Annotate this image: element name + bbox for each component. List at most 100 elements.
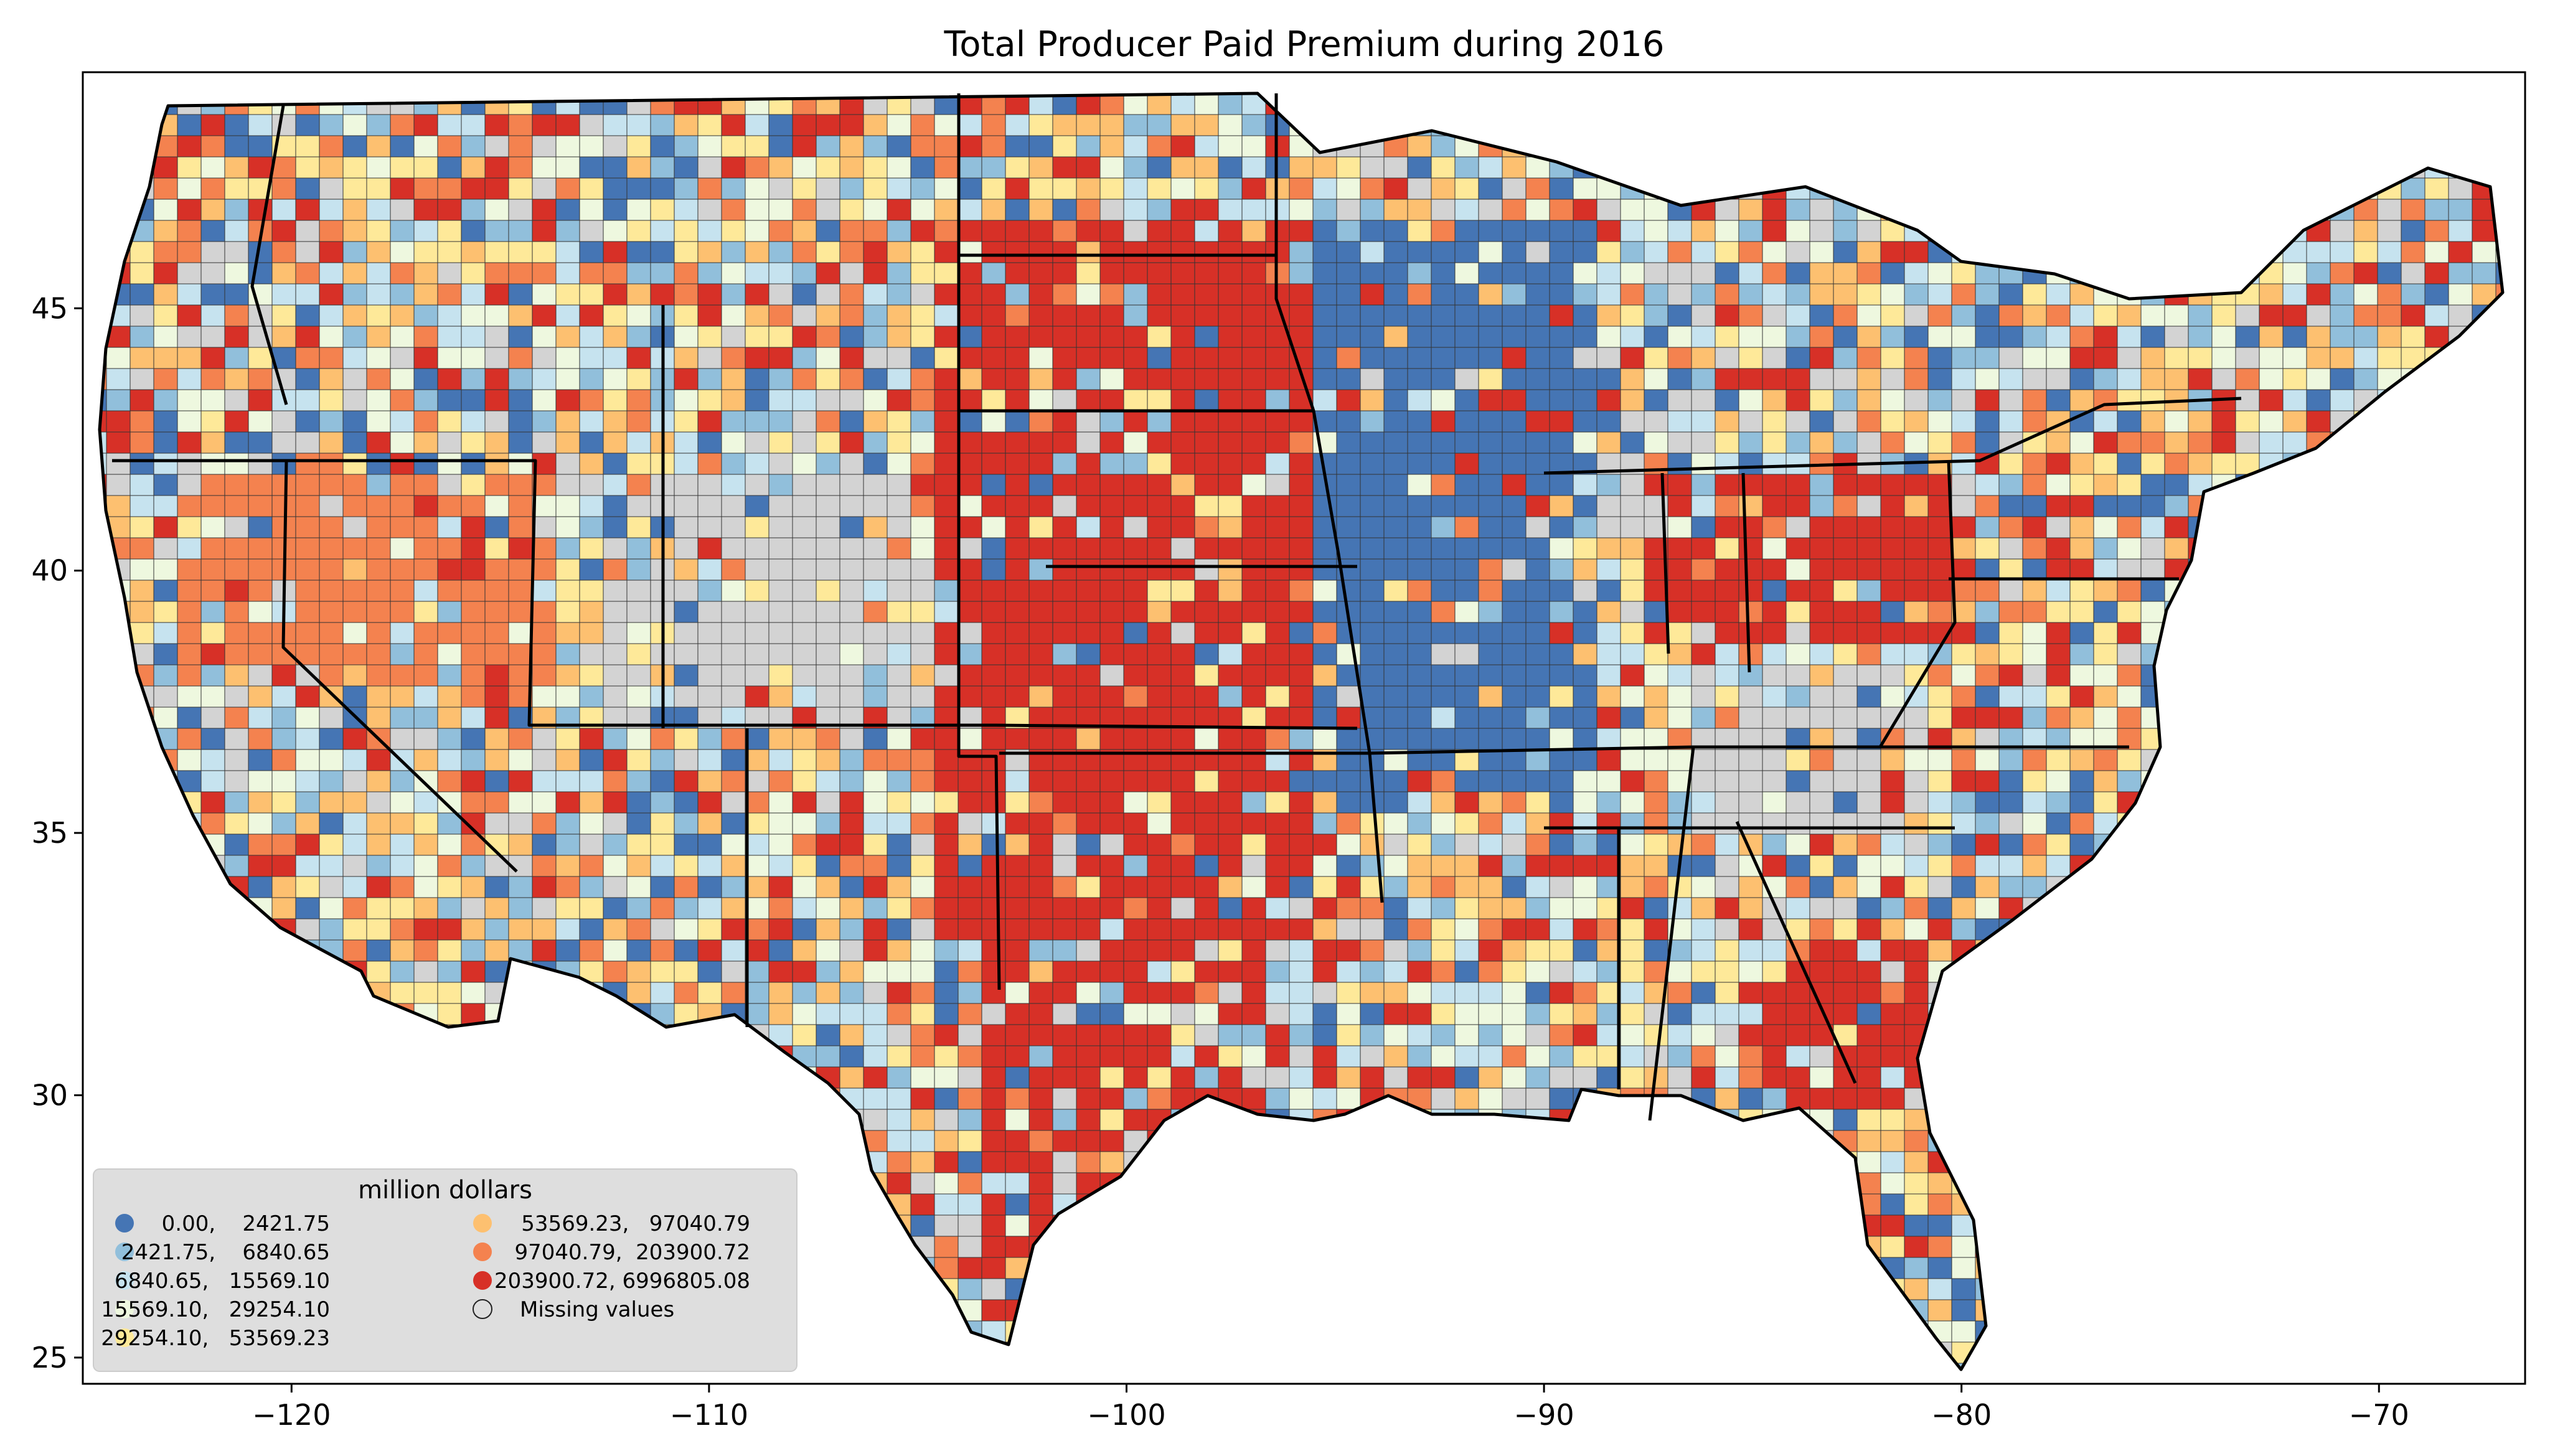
county-cell xyxy=(1028,643,1053,665)
county-cell xyxy=(224,368,249,390)
county-cell xyxy=(100,199,107,221)
county-cell xyxy=(1738,643,1763,665)
county-cell xyxy=(1691,643,1716,665)
county-cell xyxy=(555,791,580,814)
county-cell xyxy=(153,601,178,623)
county-cell xyxy=(1809,791,1834,814)
county-cell xyxy=(1738,707,1763,729)
county-cell xyxy=(177,114,202,136)
county-cell xyxy=(792,304,817,327)
county-cell xyxy=(129,326,154,348)
county-cell xyxy=(1975,410,2000,433)
county-cell xyxy=(2093,643,2118,665)
county-cell xyxy=(342,431,367,454)
county-cell xyxy=(887,93,911,94)
county-cell xyxy=(484,410,509,433)
county-cell xyxy=(1218,537,1243,560)
county-cell xyxy=(1809,241,1834,263)
county-cell xyxy=(2093,537,2118,560)
county-cell xyxy=(2472,982,2496,1004)
county-cell xyxy=(603,601,628,623)
county-cell xyxy=(934,453,959,475)
county-cell xyxy=(555,326,580,348)
county-cell xyxy=(745,664,769,687)
county-cell xyxy=(248,474,273,496)
county-cell xyxy=(1170,622,1195,644)
county-cell xyxy=(1336,453,1361,475)
county-cell xyxy=(2353,347,2378,369)
county-cell xyxy=(177,431,202,454)
county-cell xyxy=(2211,135,2236,157)
county-cell xyxy=(2164,326,2189,348)
county-cell xyxy=(2140,410,2165,433)
county-cell xyxy=(2211,453,2236,475)
county-cell xyxy=(1573,283,1597,306)
county-cell xyxy=(1762,326,1787,348)
county-cell xyxy=(650,897,675,919)
county-cell xyxy=(177,410,202,433)
county-cell xyxy=(1762,643,1787,665)
county-cell xyxy=(1904,791,1929,814)
county-cell xyxy=(484,326,509,348)
county-cell xyxy=(2117,876,2142,898)
county-cell xyxy=(1289,812,1314,835)
county-cell xyxy=(508,791,533,814)
county-cell xyxy=(1785,834,1810,856)
county-cell xyxy=(1927,495,1952,517)
county-cell xyxy=(2069,93,2094,115)
county-cell xyxy=(2330,812,2355,835)
county-cell xyxy=(2164,199,2189,221)
county-cell xyxy=(390,982,415,1004)
county-cell xyxy=(697,1066,722,1089)
county-cell xyxy=(1336,283,1361,306)
county-cell xyxy=(674,135,699,157)
county-cell xyxy=(2306,770,2331,792)
county-cell xyxy=(1241,876,1266,898)
county-cell xyxy=(1336,812,1361,835)
county-cell xyxy=(2140,283,2165,306)
county-cell xyxy=(224,326,249,348)
county-cell xyxy=(1620,389,1645,411)
county-cell xyxy=(437,834,462,856)
county-cell xyxy=(957,622,982,644)
county-cell xyxy=(2495,368,2503,390)
county-cell xyxy=(1265,474,1290,496)
county-cell xyxy=(1123,410,1148,433)
county-cell xyxy=(792,199,817,221)
county-cell xyxy=(1147,326,1172,348)
county-cell xyxy=(1667,495,1692,517)
county-cell xyxy=(106,93,131,115)
county-cell xyxy=(1856,304,1881,327)
county-cell xyxy=(1998,580,2023,602)
county-cell xyxy=(1431,1045,1456,1068)
county-cell xyxy=(768,897,793,919)
county-cell xyxy=(1998,495,2023,517)
county-cell xyxy=(1573,876,1597,898)
county-cell xyxy=(1596,410,1621,433)
county-cell xyxy=(532,93,557,115)
county-cell xyxy=(1076,685,1101,708)
county-cell xyxy=(2424,601,2449,623)
county-cell xyxy=(1478,728,1503,750)
county-cell xyxy=(2211,241,2236,263)
county-cell xyxy=(1762,834,1787,856)
county-cell xyxy=(792,474,817,496)
county-cell xyxy=(1525,1045,1550,1068)
county-cell xyxy=(768,93,793,94)
county-cell xyxy=(1549,1066,1574,1089)
county-cell xyxy=(1383,876,1408,898)
county-cell xyxy=(100,770,107,792)
county-cell xyxy=(2259,1003,2284,1025)
county-cell xyxy=(1998,643,2023,665)
county-cell xyxy=(1620,749,1645,771)
county-cell xyxy=(1170,516,1195,538)
county-cell xyxy=(1194,262,1219,284)
county-cell xyxy=(863,876,888,898)
county-cell xyxy=(792,389,817,411)
county-cell xyxy=(100,177,107,200)
county-cell xyxy=(1478,664,1503,687)
county-cell xyxy=(1833,93,1858,94)
county-cell xyxy=(1336,431,1361,454)
county-cell xyxy=(2306,241,2331,263)
county-cell xyxy=(295,558,320,581)
